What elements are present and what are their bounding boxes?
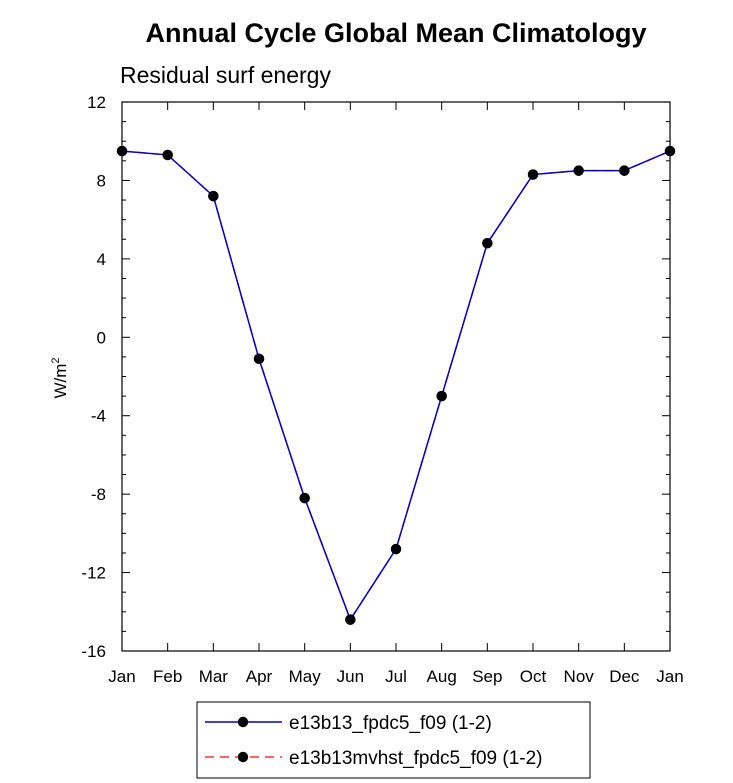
- legend-marker: [237, 751, 249, 763]
- legend-label: e13b13mvhst_fpdc5_f09 (1-2): [289, 748, 543, 769]
- legend-label: e13b13_fpdc5_f09 (1-2): [289, 713, 492, 734]
- series-layer: [116, 145, 676, 625]
- data-point: [299, 492, 310, 504]
- data-point: [345, 614, 356, 625]
- y-tick-label: 4: [97, 250, 106, 269]
- x-tick-label: Jun: [337, 667, 364, 686]
- y-tick-label: -8: [91, 485, 106, 504]
- data-point: [664, 145, 676, 157]
- y-axis-label: W/m2: [50, 357, 70, 398]
- data-point: [253, 353, 265, 365]
- x-tick-label: Dec: [609, 667, 640, 686]
- y-tick-label: -12: [81, 564, 106, 583]
- data-point: [482, 237, 493, 249]
- chart-title: Annual Cycle Global Mean Climatology: [145, 18, 646, 48]
- x-tick-label: Mar: [199, 667, 229, 686]
- x-tick-label: Aug: [427, 667, 457, 686]
- data-point: [436, 390, 447, 402]
- chart-subtitle: Residual surf energy: [120, 62, 331, 88]
- data-point: [619, 165, 630, 176]
- data-point: [116, 145, 128, 157]
- x-tick-label: Oct: [520, 667, 547, 686]
- x-tick-label: Sep: [472, 667, 502, 686]
- axis-ticks: [121, 101, 671, 652]
- x-tick-label: Jan: [108, 667, 135, 686]
- x-tick-label: Jan: [656, 667, 683, 686]
- legend-box: [196, 701, 591, 779]
- data-point: [573, 165, 584, 176]
- data-point: [162, 149, 173, 161]
- y-tick-label: 12: [87, 93, 106, 112]
- y-tick-label: 8: [97, 171, 106, 190]
- data-point: [208, 190, 219, 202]
- x-tick-labels: Jan Feb Mar Apr May Jun Jul Aug Sep Oct Nov Dec Jan: [108, 667, 683, 686]
- x-tick-label: Feb: [153, 667, 182, 686]
- data-point: [527, 169, 539, 180]
- legend-marker: [237, 716, 249, 728]
- y-tick-label: -4: [91, 407, 106, 426]
- x-tick-label: Nov: [564, 667, 595, 686]
- y-tick-label: -16: [81, 642, 106, 661]
- y-tick-labels: 12 8 4 0 -4 -8 -12 -16: [81, 93, 106, 661]
- x-tick-label: Jul: [385, 667, 407, 686]
- x-tick-label: May: [289, 667, 322, 686]
- legend: e13b13_fpdc5_f09 (1-2) e13b13mvhst_fpdc5_…: [205, 713, 543, 769]
- x-tick-label: Apr: [246, 667, 273, 686]
- plot-frame: [121, 101, 671, 652]
- data-point: [390, 543, 402, 555]
- y-tick-label: 0: [97, 328, 106, 347]
